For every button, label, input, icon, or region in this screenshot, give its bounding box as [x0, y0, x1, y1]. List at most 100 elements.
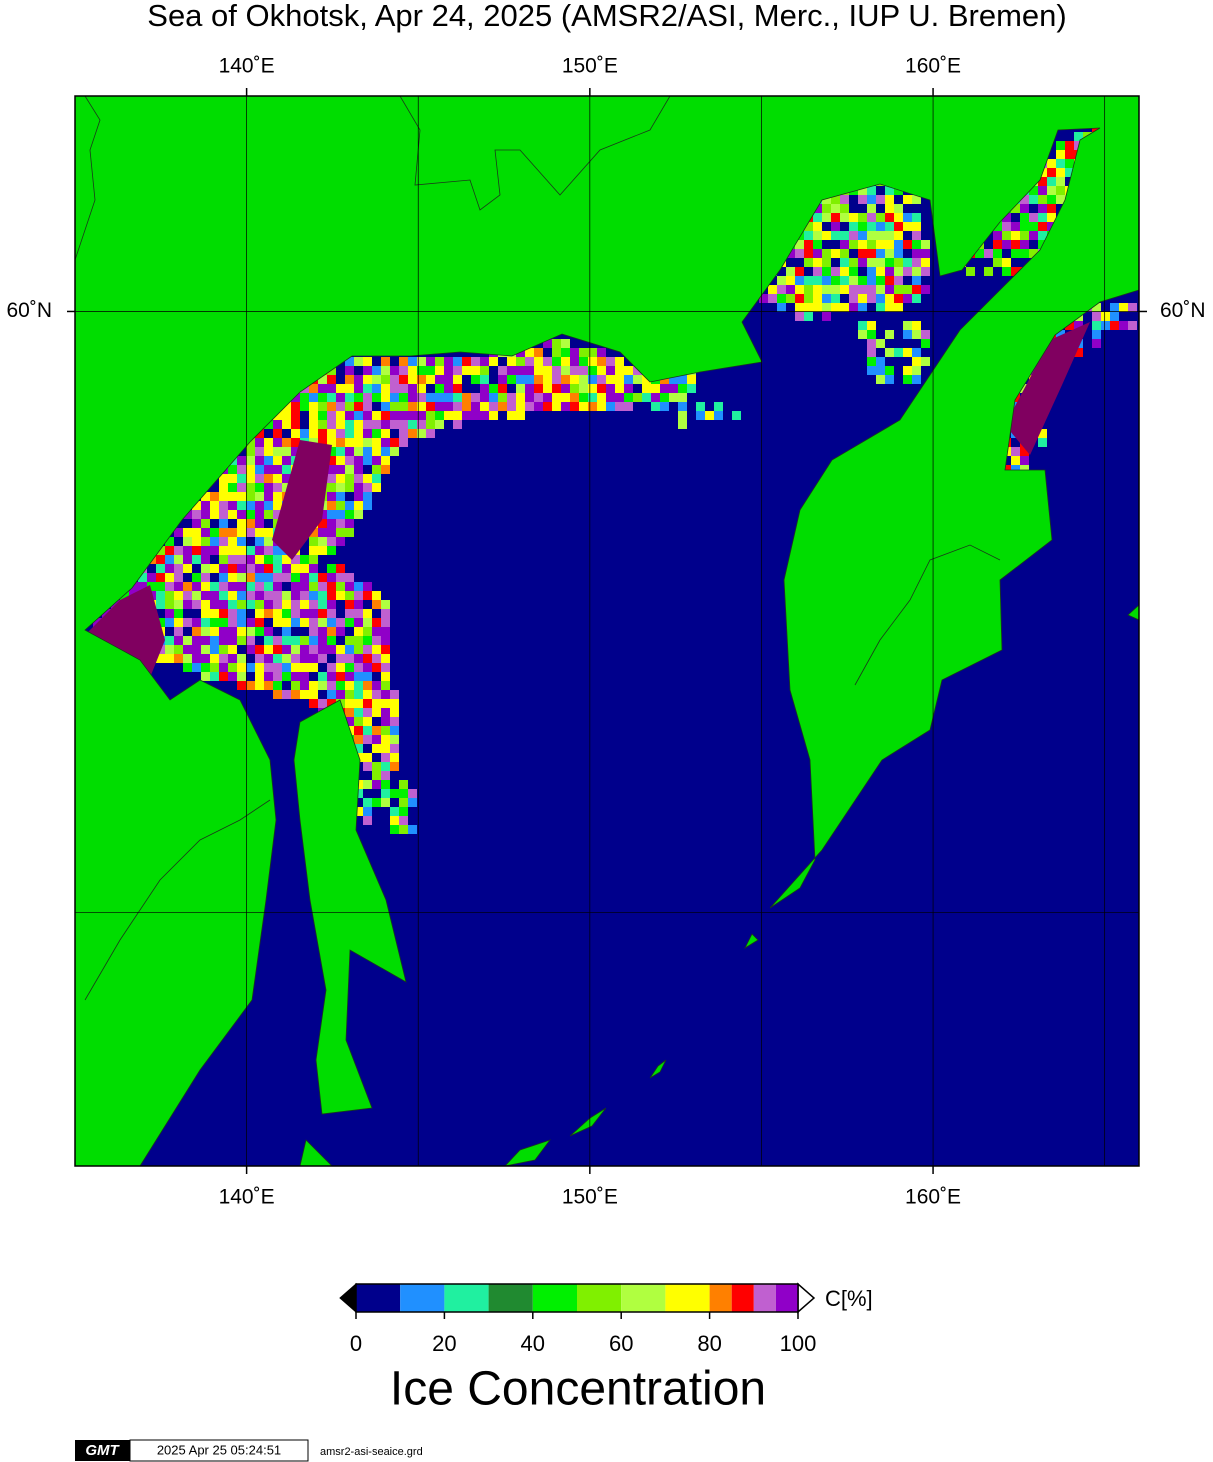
ice-cell	[885, 213, 894, 222]
ice-cell	[381, 798, 390, 807]
ice-cell	[1038, 195, 1047, 204]
ice-cell	[543, 384, 552, 393]
ice-cell	[327, 447, 336, 456]
ice-cell	[336, 429, 345, 438]
ice-cell	[471, 402, 480, 411]
ice-cell	[264, 438, 273, 447]
ice-cell	[363, 654, 372, 663]
ice-cell	[831, 222, 840, 231]
ice-cell	[903, 366, 912, 375]
ice-cell	[1002, 222, 1011, 231]
ice-cell	[291, 555, 300, 564]
ice-cell	[165, 555, 174, 564]
ice-cell	[183, 582, 192, 591]
ice-cell	[867, 267, 876, 276]
ice-cell	[336, 672, 345, 681]
ice-cell	[237, 582, 246, 591]
ice-cell	[471, 393, 480, 402]
ice-cell	[237, 600, 246, 609]
ice-cell	[327, 690, 336, 699]
ice-cell	[237, 456, 246, 465]
ice-cell	[354, 672, 363, 681]
ice-cell	[327, 384, 336, 393]
ice-cell	[219, 492, 228, 501]
ice-cell	[1038, 186, 1047, 195]
ice-cell	[291, 420, 300, 429]
ice-cell	[237, 591, 246, 600]
ice-cell	[543, 375, 552, 384]
ice-cell	[273, 564, 282, 573]
ice-cell	[822, 294, 831, 303]
ice-cell	[399, 357, 408, 366]
ice-cell	[372, 690, 381, 699]
ice-cell	[534, 375, 543, 384]
ice-cell	[1056, 150, 1065, 159]
ice-cell	[381, 690, 390, 699]
ice-cell	[201, 618, 210, 627]
island	[649, 1059, 667, 1079]
ice-cell	[552, 366, 561, 375]
ice-cell	[327, 645, 336, 654]
ice-cell	[228, 537, 237, 546]
ice-cell	[534, 393, 543, 402]
ice-cell	[327, 465, 336, 474]
ice-cell	[336, 582, 345, 591]
ice-cell	[885, 366, 894, 375]
ice-cell	[192, 582, 201, 591]
x-tick-label: 140˚E	[219, 1186, 275, 1209]
ice-cell	[174, 600, 183, 609]
ice-cell	[885, 204, 894, 213]
ice-cell	[579, 384, 588, 393]
ice-cell	[867, 240, 876, 249]
ice-cell	[381, 393, 390, 402]
ice-cell	[273, 618, 282, 627]
ice-cell	[696, 402, 705, 411]
ice-cell	[1101, 312, 1110, 321]
ice-cell	[390, 825, 399, 834]
ice-cell	[435, 411, 444, 420]
ice-cell	[363, 699, 372, 708]
ice-cell	[354, 510, 363, 519]
ice-cell	[210, 645, 219, 654]
ice-cell	[435, 402, 444, 411]
ice-cell	[1038, 429, 1047, 438]
ice-cell	[255, 654, 264, 663]
ice-cell	[372, 744, 381, 753]
ice-cell	[273, 591, 282, 600]
ice-cell	[867, 195, 876, 204]
ice-cell	[354, 744, 363, 753]
ice-cell	[471, 411, 480, 420]
ice-cell	[354, 384, 363, 393]
ice-cell	[138, 573, 147, 582]
ice-cell	[372, 456, 381, 465]
ice-cell	[1029, 213, 1038, 222]
ice-cell	[282, 474, 291, 483]
ice-cell	[858, 294, 867, 303]
ice-cell	[264, 573, 273, 582]
ice-cell	[201, 609, 210, 618]
ice-cell	[579, 366, 588, 375]
ice-cell	[327, 663, 336, 672]
ice-cell	[822, 258, 831, 267]
ice-cell	[372, 393, 381, 402]
ice-cell	[201, 555, 210, 564]
ice-cell	[354, 582, 363, 591]
ice-cell	[246, 645, 255, 654]
ice-cell	[183, 555, 192, 564]
ice-cell	[606, 357, 615, 366]
ice-cell	[921, 357, 930, 366]
ice-cell	[588, 366, 597, 375]
ice-cell	[327, 429, 336, 438]
ice-cell	[435, 420, 444, 429]
ice-cell	[327, 546, 336, 555]
ice-cell	[768, 285, 777, 294]
ice-cell	[480, 366, 489, 375]
ice-cell	[210, 510, 219, 519]
ice-cell	[354, 474, 363, 483]
x-tick-label: 160˚E	[905, 55, 961, 78]
ice-cell	[246, 474, 255, 483]
ice-cell	[390, 726, 399, 735]
ice-cell	[318, 672, 327, 681]
ice-cell	[444, 375, 453, 384]
ice-cell	[804, 312, 813, 321]
